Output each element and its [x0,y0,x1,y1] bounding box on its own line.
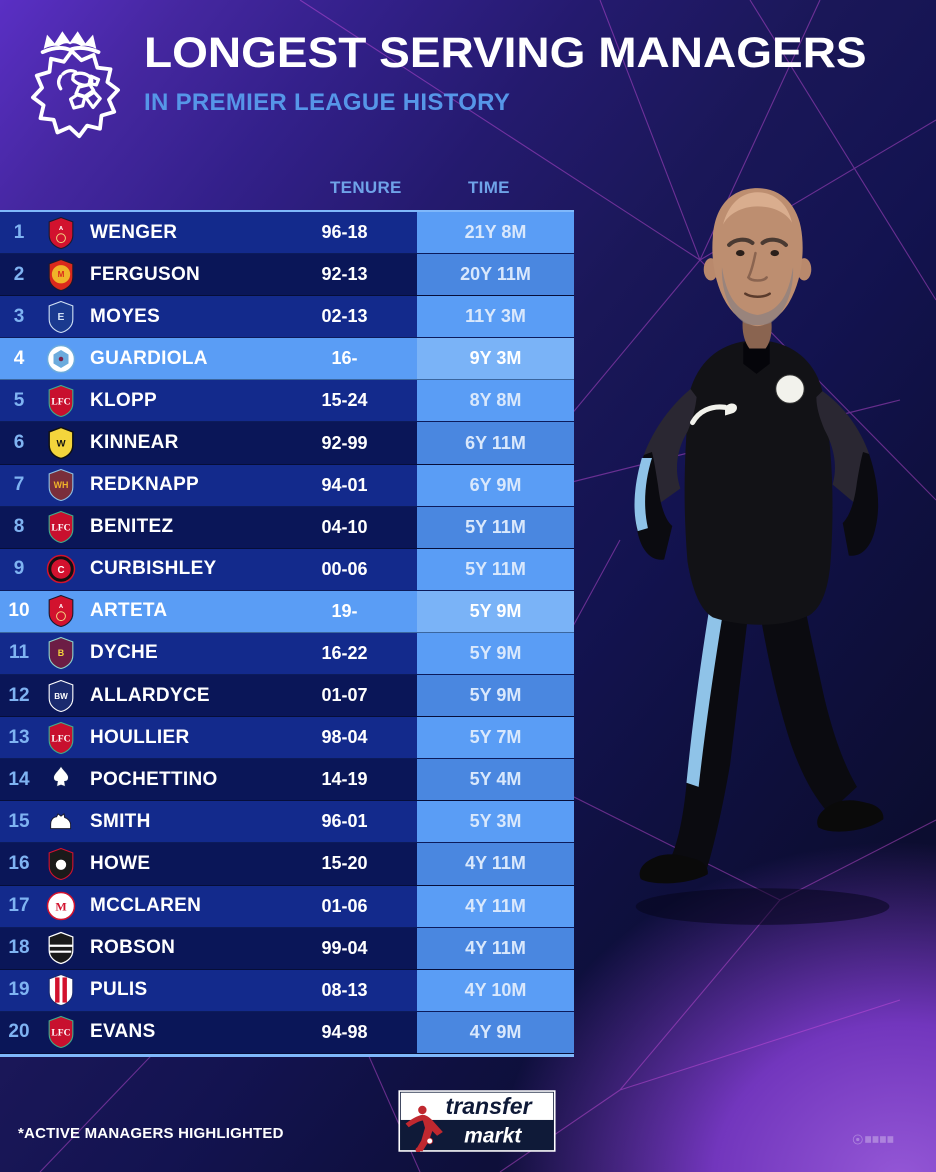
svg-text:LFC: LFC [51,733,70,744]
svg-text:E: E [58,312,65,323]
svg-text:W: W [56,439,66,450]
svg-text:LFC: LFC [51,1028,70,1039]
svg-text:LFC: LFC [51,523,70,534]
svg-text:markt: markt [464,1125,522,1148]
svg-text:M: M [58,270,65,279]
svg-text:A: A [59,604,64,610]
svg-text:LFC: LFC [51,397,70,408]
svg-text:A: A [59,226,64,232]
svg-text:BW: BW [54,692,68,701]
svg-text:M: M [55,900,66,914]
svg-text:WH: WH [54,480,69,490]
svg-text:transfer: transfer [446,1093,534,1119]
svg-text:B: B [58,648,64,658]
svg-text:C: C [57,565,64,576]
